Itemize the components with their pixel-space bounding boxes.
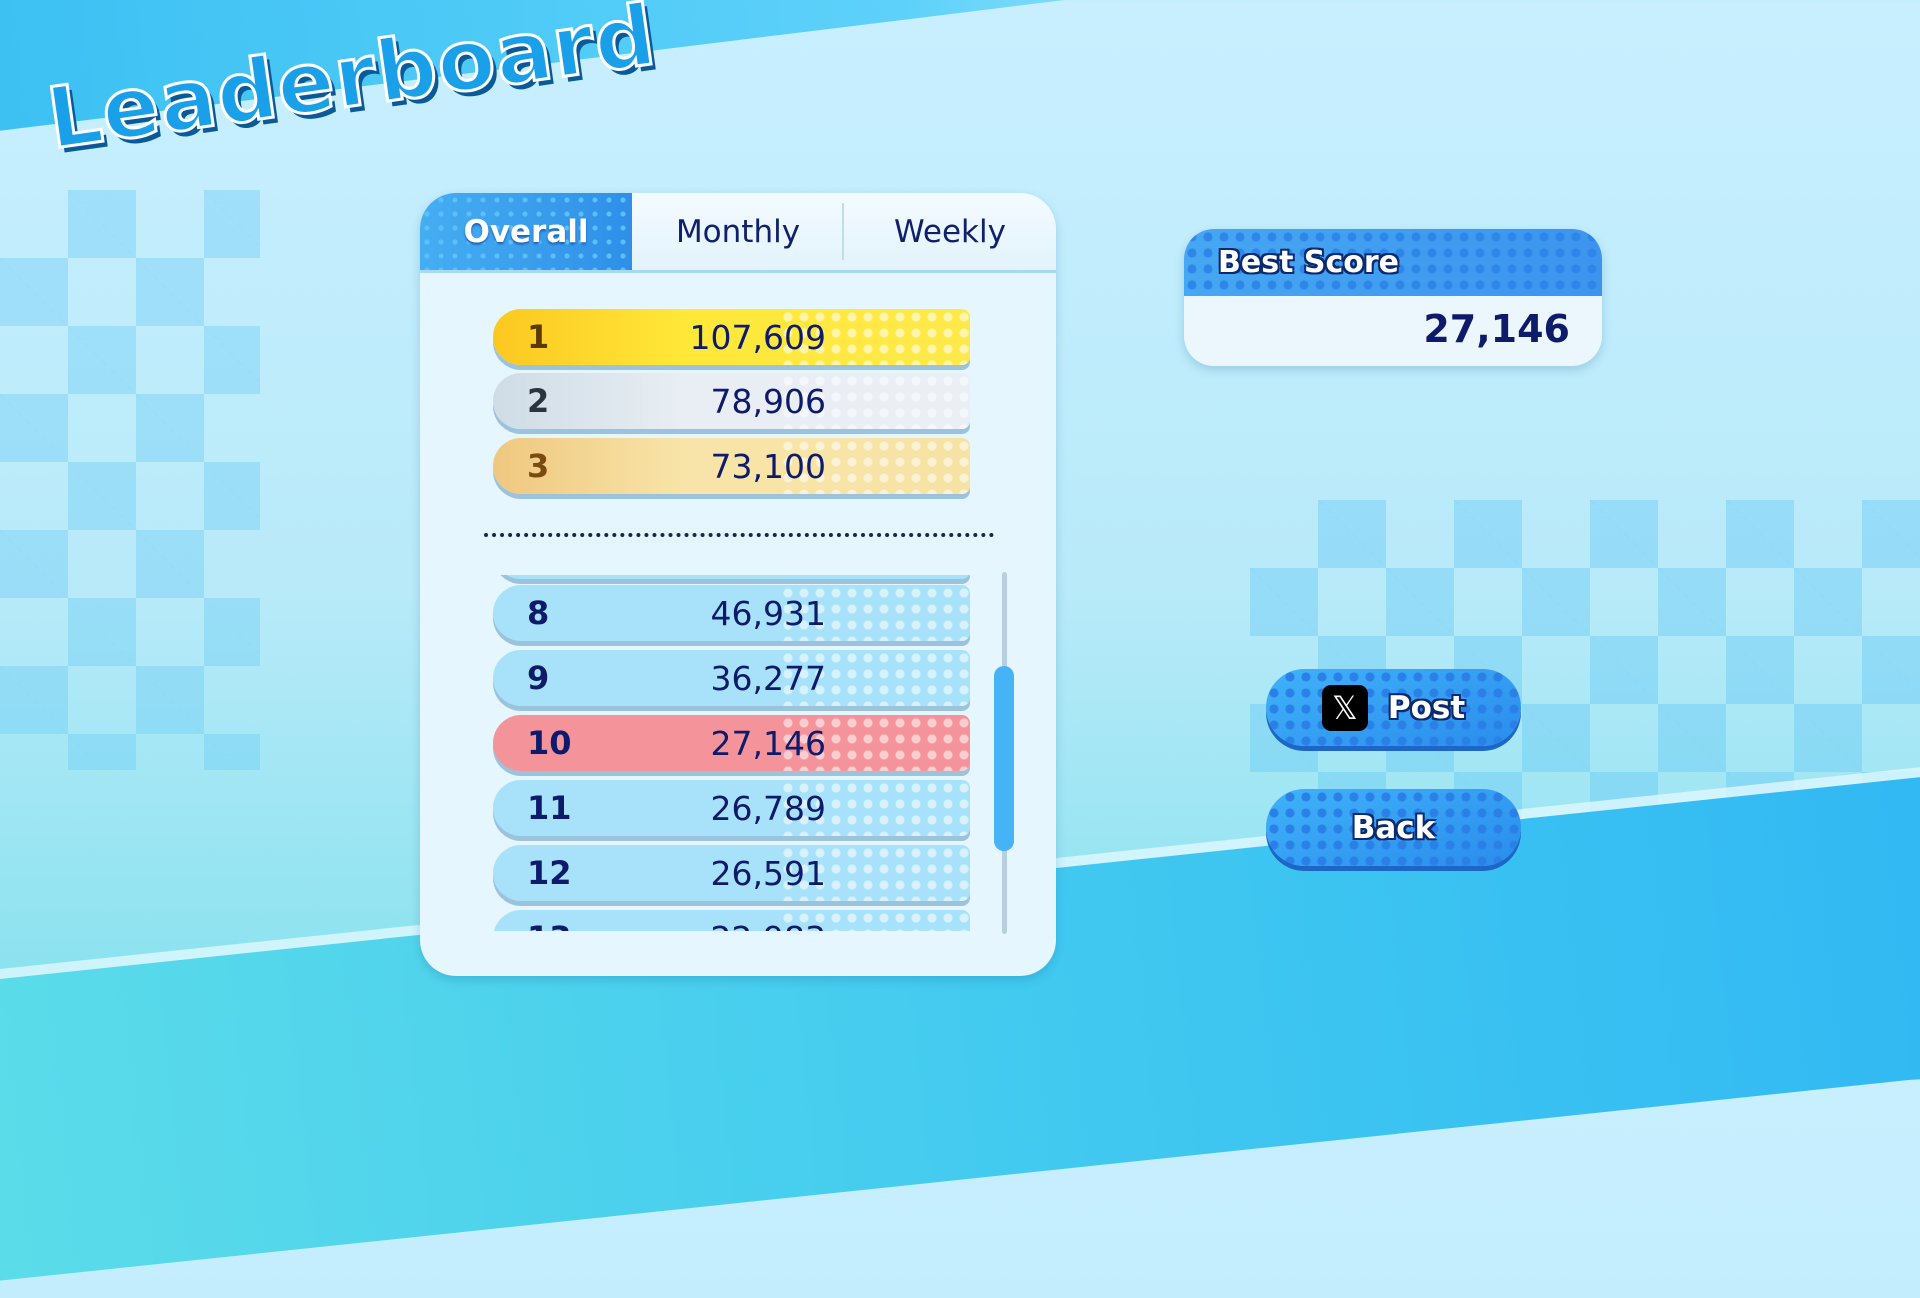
list-item: 11 26,789 (493, 780, 970, 836)
leaderboard-panel: Overall Monthly Weekly 1 107,609 2 78,906 … (420, 193, 1056, 976)
scrollbar-thumb[interactable] (994, 666, 1014, 851)
best-score-card: Best Score 27,146 (1184, 229, 1602, 366)
list-item: 12 26,591 (493, 845, 970, 901)
bg-checker-left (0, 190, 260, 770)
back-button[interactable]: Back (1266, 789, 1521, 866)
tab-bar: Overall Monthly Weekly (420, 193, 1056, 273)
x-logo-icon: 𝕏 (1321, 684, 1368, 731)
rank-number: 9 (527, 659, 550, 697)
post-button[interactable]: 𝕏 Post (1266, 669, 1521, 746)
rank-score: 73,100 (710, 446, 826, 486)
rank-number: 8 (527, 594, 550, 632)
rank-score: 46,931 (710, 593, 826, 633)
list-item: 8 46,931 (493, 585, 970, 641)
rank-number: 13 (527, 919, 572, 931)
rank-score: 27,146 (710, 723, 826, 763)
tab-overall[interactable]: Overall (420, 193, 632, 270)
rank-score: 26,789 (710, 788, 826, 828)
rank-number: 12 (527, 854, 572, 892)
rank-number: 10 (527, 724, 572, 762)
rank-row-3: 3 73,100 (493, 438, 970, 494)
rank-number: 11 (527, 789, 572, 827)
best-score-value: 27,146 (1423, 307, 1570, 351)
list-item: 9 36,277 (493, 650, 970, 706)
rank-score: 26,591 (710, 853, 826, 893)
ranking-list[interactable]: 8 46,931 9 36,277 10 27,146 11 26,789 12 26,5… (420, 575, 1056, 931)
rank-number: 3 (527, 447, 550, 485)
rank-score: 22,983 (711, 919, 826, 932)
rank-score: 36,277 (710, 658, 826, 698)
post-label: Post (1387, 689, 1466, 726)
tab-monthly[interactable]: Monthly (632, 193, 844, 270)
tab-weekly[interactable]: Weekly (894, 213, 1006, 250)
rank-row-2: 2 78,906 (493, 373, 970, 429)
rank-number: 1 (527, 318, 550, 356)
list-item (493, 575, 970, 579)
list-item-current-player: 10 27,146 (493, 715, 970, 771)
back-label: Back (1351, 809, 1436, 846)
rank-number: 2 (527, 382, 550, 420)
rank-score: 107,609 (689, 317, 826, 357)
rank-row-1: 1 107,609 (493, 309, 970, 365)
rank-score: 78,906 (710, 381, 826, 421)
dotted-divider (484, 533, 994, 537)
list-item: 13 22,983 (493, 910, 970, 931)
best-score-label: Best Score (1184, 229, 1602, 296)
